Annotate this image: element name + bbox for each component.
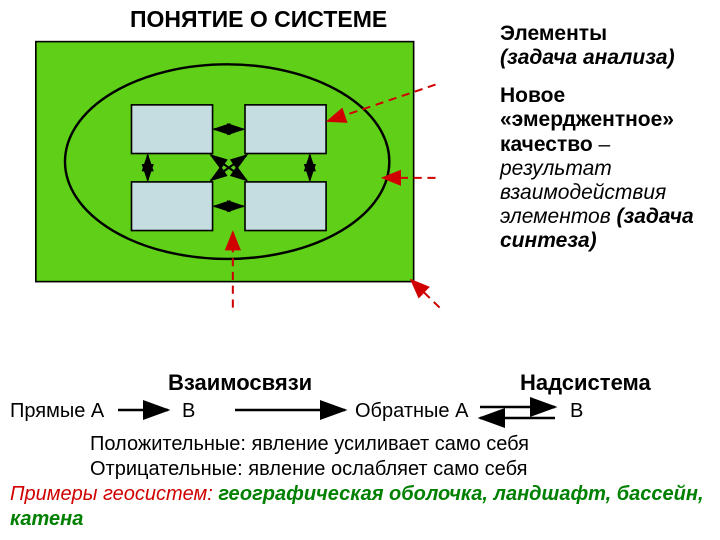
bottom-text: Положительные: явление усиливает само се… [10,432,710,532]
positive-line: Положительные: явление усиливает само се… [90,432,710,457]
label-emergent: Новое «эмерджентное» качество – результа… [500,84,715,253]
element-box-3 [131,182,212,231]
negative-line: Отрицательные: явление ослабляет само се… [90,457,710,482]
element-box-2 [245,105,326,154]
label-elements-sub: (задача анализа) [500,46,675,69]
callout-supersystem [411,280,439,308]
examples-line: Примеры геосистем: географическая оболоч… [10,482,710,532]
reverse-A: Обратные А [355,400,468,423]
page-title: ПОНЯТИЕ О СИСТЕМЕ [130,6,387,33]
element-box-1 [131,105,212,154]
direct-A: Прямые А [10,400,104,423]
emergent-1: Новое [500,84,565,107]
emergent-2: «эмерджентное» [500,108,674,131]
right-labels: Элементы (задача анализа) Новое «эмердже… [500,22,715,267]
element-box-4 [245,182,326,231]
system-diagram [10,40,480,340]
reverse-B: В [570,400,583,423]
label-interconnections: Взаимосвязи [168,370,312,396]
label-elements-text: Элементы [500,22,607,45]
direct-B: В [182,400,195,423]
examples-label: Примеры геосистем: [10,483,218,505]
label-supersystem: Надсистема [520,370,651,396]
emergent-3: качество [500,133,593,156]
diagram-background [36,42,414,282]
label-elements: Элементы (задача анализа) [500,22,715,70]
